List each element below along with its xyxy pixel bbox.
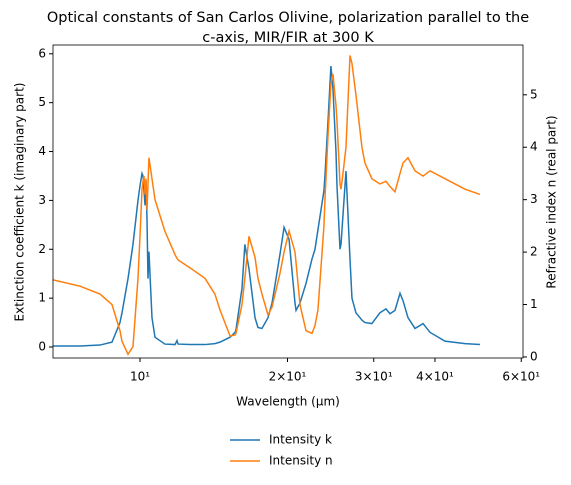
x-tick-label: 4×10¹ — [416, 370, 454, 384]
y-tick-label: 6 — [38, 46, 46, 60]
x-tick-label: 2×10¹ — [269, 370, 307, 384]
y2-tick-label: 1 — [530, 297, 538, 311]
plot-frame — [52, 44, 524, 359]
y-tick-label: 1 — [38, 291, 46, 305]
y-axis-label: Extinction coefficient k (imaginary part… — [13, 83, 27, 322]
y2-tick-label: 4 — [530, 140, 538, 154]
chart-title: Optical constants of San Carlos Olivine,… — [47, 10, 529, 26]
x-axis-label: Wavelength (μm) — [236, 395, 340, 409]
y-tick-label: 0 — [38, 340, 46, 354]
y2-tick-label: 0 — [530, 349, 538, 363]
y2-tick-label: 2 — [530, 245, 538, 259]
y-tick-label: 3 — [38, 193, 46, 207]
legend-label: Intensity k — [269, 433, 332, 447]
x-tick-label: 6×10¹ — [502, 370, 540, 384]
series-line — [53, 65, 481, 347]
y-tick-label: 5 — [38, 95, 46, 109]
y2-tick-label: 5 — [530, 87, 538, 101]
x-tick-label: 3×10¹ — [355, 370, 393, 384]
x-tick-label: 10¹ — [130, 370, 150, 384]
series-line — [53, 55, 481, 356]
y2-axis-label: Refractive index n (real part) — [545, 115, 559, 288]
y-tick-label: 4 — [38, 144, 46, 158]
chart-title: c-axis, MIR/FIR at 300 K — [202, 30, 374, 46]
y2-tick-label: 3 — [530, 192, 538, 206]
y-tick-label: 2 — [38, 242, 46, 256]
legend-label: Intensity n — [269, 454, 333, 468]
